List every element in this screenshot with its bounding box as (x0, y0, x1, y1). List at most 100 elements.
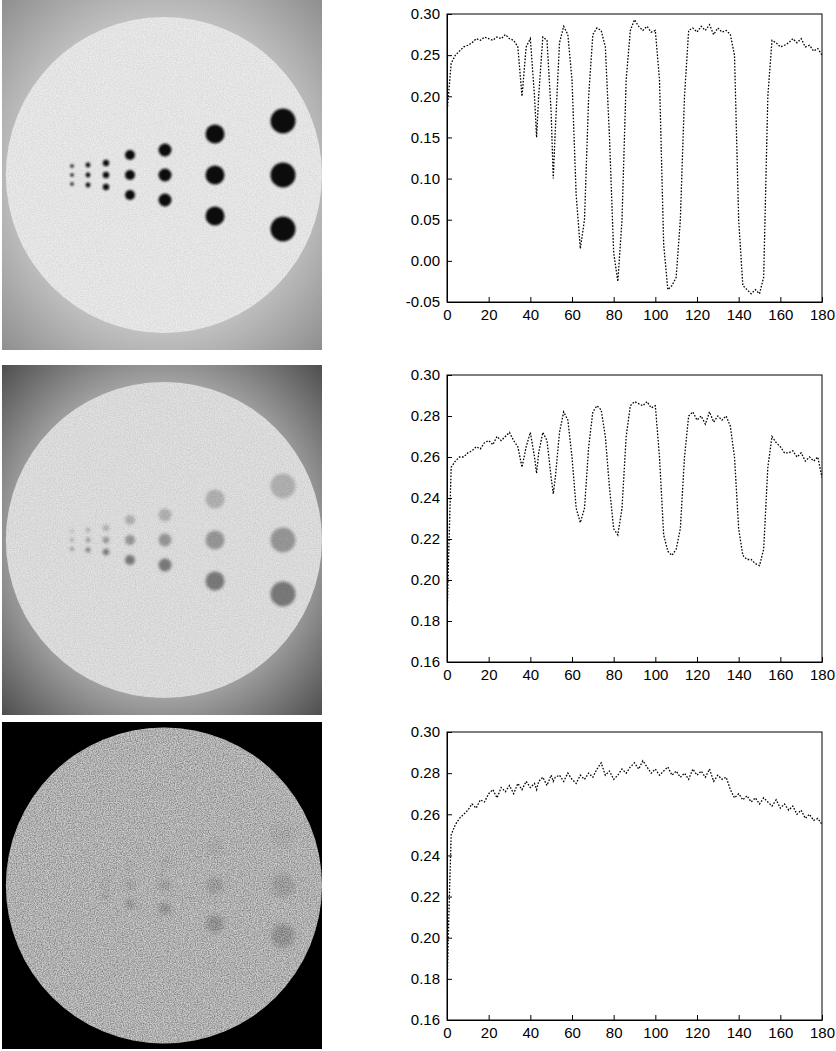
noise-layer (2, 722, 322, 1049)
y-tick: 0.22 (411, 530, 452, 547)
image-noise (2, 722, 322, 1049)
x-tick: 140 (727, 1015, 752, 1041)
x-tick: 20 (481, 657, 498, 683)
x-tick: 100 (643, 297, 668, 323)
x-tick: 160 (768, 1015, 793, 1041)
x-axis: 020406080100120140160180 (443, 297, 835, 323)
y-tick-mark (447, 261, 452, 262)
y-tick-label: 0.00 (411, 252, 440, 269)
y-axis: 0.160.180.200.220.240.260.280.30 (411, 723, 452, 1028)
y-tick: 0.26 (411, 448, 452, 465)
y-tick-label: 0.24 (411, 489, 440, 506)
x-tick: 40 (522, 657, 539, 683)
x-axis-line (448, 662, 823, 663)
y-tick-label: 0.10 (411, 170, 440, 187)
noise-layer (2, 365, 322, 715)
x-tick-label: 20 (481, 1024, 498, 1041)
y-tick-label: 0.26 (411, 448, 440, 465)
x-tick-mark (655, 1015, 656, 1020)
x-tick-label: 20 (481, 666, 498, 683)
x-tick-label: 100 (643, 306, 668, 323)
x-tick-mark (572, 1015, 573, 1020)
x-tick-label: 120 (685, 666, 710, 683)
x-axis-line (448, 1020, 823, 1021)
x-tick-label: 180 (810, 1024, 835, 1041)
y-tick-label: 0.30 (411, 5, 440, 22)
x-tick-label: 20 (481, 306, 498, 323)
x-tick-mark (614, 657, 615, 662)
y-tick-label: 0.15 (411, 129, 440, 146)
x-tick: 120 (685, 657, 710, 683)
y-tick-mark (447, 732, 452, 733)
y-tick-mark (447, 416, 452, 417)
y-tick: 0.28 (411, 764, 452, 781)
y-tick-mark (447, 457, 452, 458)
y-tick-mark (447, 855, 452, 856)
y-axis-line (447, 733, 448, 1021)
x-tick-label: 160 (768, 1024, 793, 1041)
x-tick-mark (655, 297, 656, 302)
x-tick-mark (822, 297, 823, 302)
x-axis: 020406080100120140160180 (443, 657, 835, 683)
y-tick: 0.05 (411, 211, 452, 228)
y-tick: 0.16 (411, 1011, 452, 1028)
x-tick-label: 140 (727, 666, 752, 683)
image-background (2, 0, 322, 350)
x-tick: 40 (522, 1015, 539, 1041)
profile-line (447, 402, 822, 621)
y-tick-label: 0.18 (411, 612, 440, 629)
x-tick: 20 (481, 297, 498, 323)
figure-svg: 0 20 40 60 80 100 120 140 160 180 -0.05 0.00 0.05 0.1… (0, 0, 836, 1051)
x-tick-label: 100 (643, 666, 668, 683)
y-tick-mark (447, 773, 452, 774)
x-tick: 160 (768, 657, 793, 683)
y-tick-mark (447, 179, 452, 180)
y-tick-label: 0.28 (411, 764, 440, 781)
profile-line (447, 761, 822, 989)
y-tick-label: 0.22 (411, 888, 440, 905)
y-tick: 0.25 (411, 46, 452, 63)
x-tick-label: 0 (443, 306, 451, 323)
y-tick-label: 0.20 (411, 88, 440, 105)
x-tick: 100 (643, 1015, 668, 1041)
x-tick-mark (697, 657, 698, 662)
y-tick-label: 0.30 (411, 366, 440, 383)
y-tick: 0.15 (411, 129, 452, 146)
y-tick-mark (447, 1020, 452, 1021)
x-tick-mark (697, 297, 698, 302)
y-tick-mark (447, 498, 452, 499)
y-tick-label: -0.05 (406, 293, 440, 310)
y-tick-mark (447, 897, 452, 898)
y-tick-mark (447, 814, 452, 815)
y-tick: 0.28 (411, 407, 452, 424)
y-tick-mark (447, 621, 452, 622)
x-tick-mark (739, 297, 740, 302)
plot-frame (447, 732, 822, 1020)
y-tick: 0.18 (411, 970, 452, 987)
plot-frame (447, 375, 822, 662)
x-axis: 020406080100120140160180 (443, 1015, 835, 1041)
x-tick: 80 (606, 297, 623, 323)
y-tick-label: 0.30 (411, 723, 440, 740)
phantom-image (2, 365, 322, 715)
plot-marks (447, 20, 822, 294)
x-tick: 60 (564, 657, 581, 683)
y-tick: 0.30 (411, 5, 452, 22)
y-axis: 0.160.180.200.220.240.260.280.30 (411, 366, 452, 670)
x-tick-label: 40 (522, 1024, 539, 1041)
y-tick-label: 0.20 (411, 929, 440, 946)
y-tick-mark (447, 137, 452, 138)
x-tick-mark (530, 297, 531, 302)
y-tick-mark (447, 55, 452, 56)
y-tick-mark (447, 580, 452, 581)
y-tick: 0.20 (411, 571, 452, 588)
x-tick: 100 (643, 657, 668, 683)
x-tick: 40 (522, 297, 539, 323)
x-tick-mark (822, 1015, 823, 1020)
x-tick-label: 180 (810, 666, 835, 683)
profile-plot: 020406080100120140160180-0.050.000.050.1… (406, 5, 835, 322)
x-tick-label: 80 (606, 306, 623, 323)
y-tick: 0.30 (411, 723, 452, 740)
y-tick-label: 0.16 (411, 1011, 440, 1028)
x-tick-label: 120 (685, 1024, 710, 1041)
